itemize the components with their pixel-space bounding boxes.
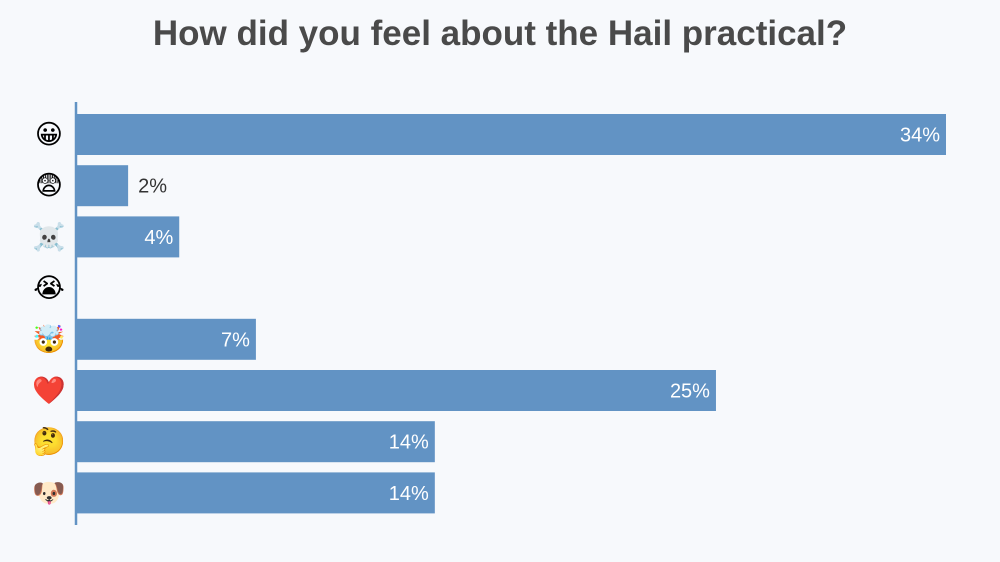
value-label: 14% <box>389 483 429 505</box>
value-label: 4% <box>144 227 173 249</box>
bar <box>77 421 435 463</box>
value-label: 14% <box>389 432 429 454</box>
category-label: 🤯 <box>32 323 66 354</box>
bar <box>77 370 716 411</box>
value-label: 34% <box>900 125 940 147</box>
value-label: 2% <box>138 176 167 198</box>
bar <box>77 318 256 360</box>
chart-title: How did you feel about the Hail practica… <box>152 14 848 53</box>
category-label: ❤️ <box>32 376 66 406</box>
category-label: 🐶 <box>32 478 66 508</box>
category-label: ☠️ <box>32 221 66 252</box>
bar <box>77 216 180 258</box>
value-label: 7% <box>221 329 250 351</box>
bar <box>77 472 435 514</box>
category-label: 😨 <box>35 171 63 201</box>
category-label: 😀 <box>35 120 63 150</box>
bar <box>77 114 946 155</box>
category-label: 🤔 <box>32 427 66 457</box>
value-label: 25% <box>670 381 710 403</box>
category-label: 😭 <box>33 273 65 303</box>
bar <box>77 165 129 207</box>
